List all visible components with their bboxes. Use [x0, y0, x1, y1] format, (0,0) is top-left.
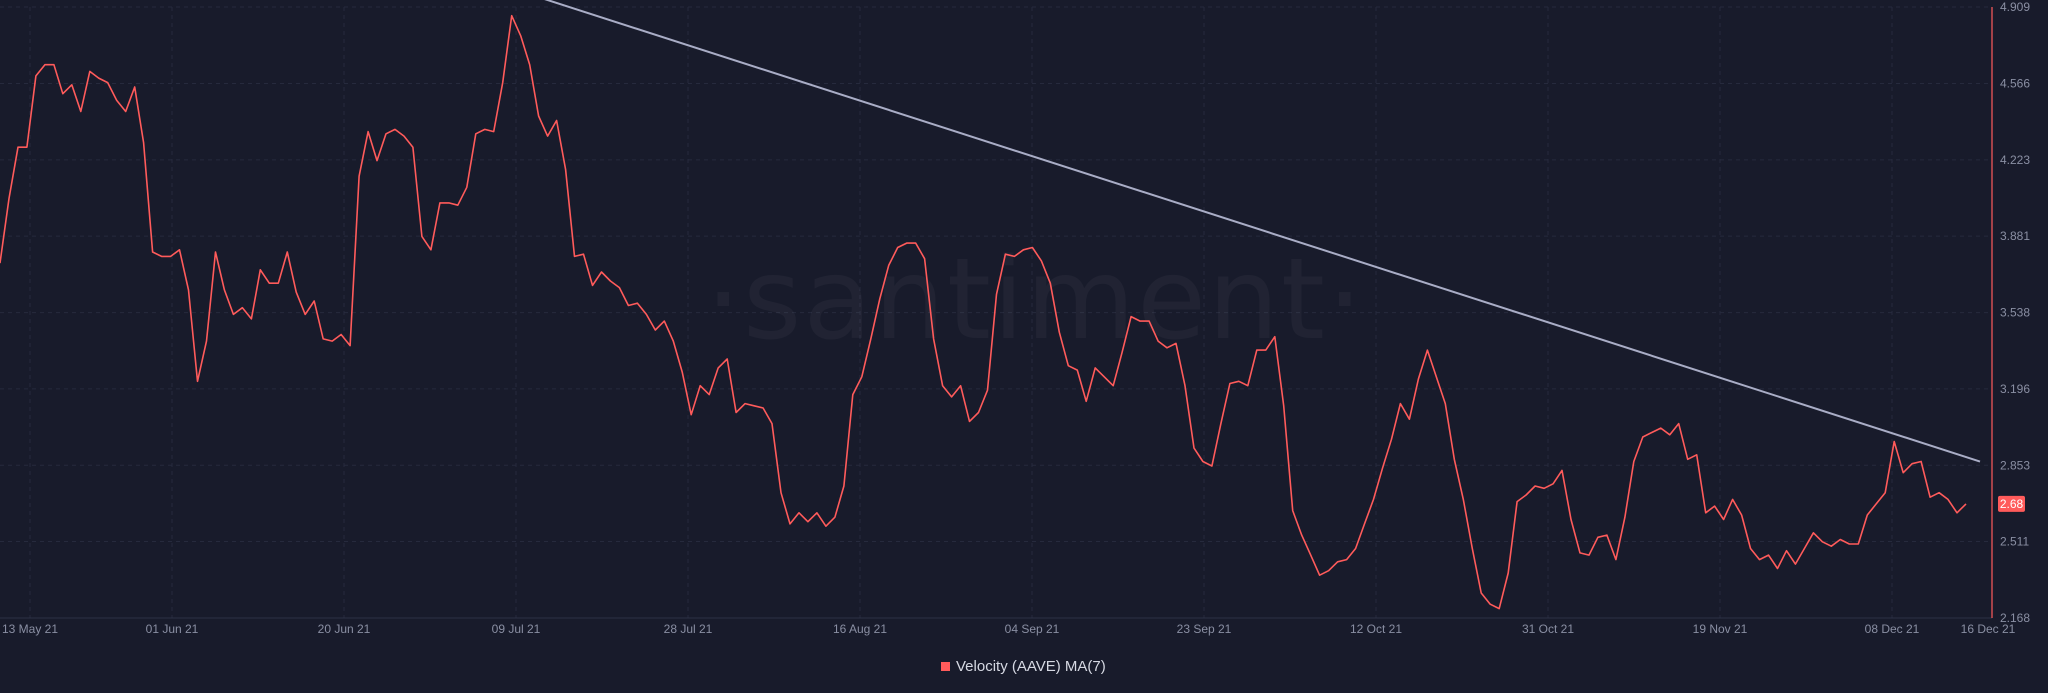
y-tick-label: 2.511 [2000, 535, 2029, 549]
x-tick-label: 12 Oct 21 [1350, 622, 1402, 636]
x-tick-label: 01 Jun 21 [146, 622, 199, 636]
watermark-text: ·santiment· [705, 235, 1364, 365]
y-axis-ticks: 2.168 2.511 2.853 3.196 3.538 3.881 4.223 4.566… [2000, 0, 2030, 625]
last-value-badge: 2.68 [1998, 495, 2025, 512]
x-tick-label: 16 Dec 21 [1961, 622, 2016, 636]
y-tick-label: 2.853 [2000, 458, 2030, 472]
axes [0, 7, 1993, 619]
x-tick-label: 08 Dec 21 [1865, 622, 1920, 636]
y-tick-label: 4.566 [2000, 76, 2030, 90]
x-tick-label: 09 Jul 21 [492, 622, 541, 636]
x-tick-label: 23 Sep 21 [1177, 622, 1232, 636]
x-tick-label: 28 Jul 21 [664, 622, 713, 636]
y-tick-label: 4.223 [2000, 153, 2030, 167]
x-tick-label: 31 Oct 21 [1522, 622, 1574, 636]
grid-lines [0, 6, 1992, 619]
legend[interactable]: Velocity (AAVE) MA(7) [941, 658, 1106, 675]
x-tick-label: 04 Sep 21 [1005, 622, 1060, 636]
series-line-velocity [0, 14, 1967, 610]
x-axis-ticks: 13 May 21 01 Jun 21 20 Jun 21 09 Jul 21 28 J… [2, 622, 2016, 636]
legend-label: Velocity (AAVE) MA(7) [956, 658, 1106, 675]
series-group [0, 0, 1981, 610]
legend-swatch [941, 662, 950, 671]
last-value-label: 2.68 [2000, 497, 2024, 511]
x-tick-label: 19 Nov 21 [1693, 622, 1748, 636]
x-tick-label: 16 Aug 21 [833, 622, 887, 636]
last-value-badge-bg [1998, 495, 2025, 512]
trendline [544, 0, 1981, 463]
x-tick-label: 20 Jun 21 [318, 622, 371, 636]
x-tick-label: 13 May 21 [2, 622, 58, 636]
y-tick-label: 3.881 [2000, 229, 2030, 243]
y-tick-label: 3.196 [2000, 382, 2030, 396]
y-tick-label: 3.538 [2000, 306, 2030, 320]
y-tick-label: 2.168 [2000, 611, 2030, 625]
y-tick-label: 4.909 [2000, 0, 2030, 14]
